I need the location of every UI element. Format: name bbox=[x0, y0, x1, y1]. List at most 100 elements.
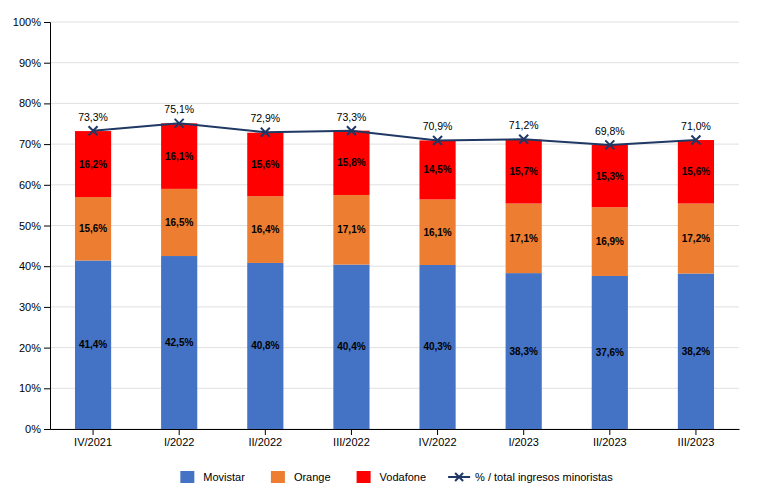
x-tick-mark bbox=[351, 429, 352, 435]
bar-series bbox=[75, 123, 714, 207]
line-label: 71,0% bbox=[681, 120, 711, 132]
line-label: 72,9% bbox=[250, 112, 280, 124]
bar bbox=[419, 199, 455, 265]
bar-label: 15,3% bbox=[596, 171, 624, 182]
bar-label: 17,1% bbox=[337, 224, 365, 235]
x-tick: III/2022 bbox=[333, 429, 370, 448]
marker bbox=[261, 128, 270, 137]
bar-label: 16,1% bbox=[423, 227, 451, 238]
line-label: 75,1% bbox=[164, 103, 194, 115]
bar bbox=[592, 276, 628, 429]
bar-label: 16,2% bbox=[79, 159, 107, 170]
y-tick: 50% bbox=[19, 220, 50, 232]
marker bbox=[347, 126, 356, 135]
legend-marker bbox=[455, 473, 463, 481]
legend-swatch bbox=[357, 471, 371, 483]
y-tick-label: 30% bbox=[19, 301, 41, 313]
grid-line bbox=[50, 62, 739, 63]
x-tick-label: III/2022 bbox=[333, 436, 370, 448]
bar-label: 16,5% bbox=[165, 217, 193, 228]
marker bbox=[519, 135, 528, 144]
bar-label: 15,6% bbox=[682, 166, 710, 177]
y-tick-mark bbox=[44, 22, 50, 23]
y-tick-label: 50% bbox=[19, 220, 41, 232]
y-tick: 80% bbox=[19, 97, 50, 109]
bar-label: 15,6% bbox=[251, 159, 279, 170]
bar bbox=[75, 197, 111, 260]
bar-label: 40,3% bbox=[423, 341, 451, 352]
legend-label: Orange bbox=[294, 471, 331, 483]
bar-label: 14,5% bbox=[423, 164, 451, 175]
data-labels: 41,4%42,5%40,8%40,4%40,3%38,3%37,6%38,2%… bbox=[78, 103, 711, 358]
y-tick: 0% bbox=[25, 423, 50, 435]
y-tick-mark bbox=[44, 144, 50, 145]
marks bbox=[75, 119, 714, 429]
bar-label: 37,6% bbox=[596, 347, 624, 358]
bar bbox=[419, 140, 455, 199]
x-tick-label: I/2023 bbox=[508, 436, 539, 448]
x-tick-mark bbox=[695, 429, 696, 435]
chart-container: 41,4%42,5%40,8%40,4%40,3%38,3%37,6%38,2%… bbox=[0, 0, 759, 501]
bar-label: 17,2% bbox=[682, 233, 710, 244]
bar-label: 41,4% bbox=[79, 339, 107, 350]
x-axis: IV/2021I/2022II/2022III/2022IV/2022I/202… bbox=[51, 429, 740, 448]
chart-svg: 41,4%42,5%40,8%40,4%40,3%38,3%37,6%38,2%… bbox=[0, 0, 759, 501]
y-tick-label: 70% bbox=[19, 138, 41, 150]
bar bbox=[247, 133, 283, 196]
marker bbox=[89, 126, 98, 135]
bar bbox=[678, 204, 714, 274]
line-label: 73,3% bbox=[78, 111, 108, 123]
marker bbox=[175, 119, 184, 128]
grid-line bbox=[50, 22, 739, 23]
bar bbox=[161, 189, 197, 256]
marker bbox=[433, 136, 442, 145]
y-tick: 40% bbox=[19, 260, 50, 272]
x-axis-line bbox=[51, 429, 740, 430]
x-tick-mark bbox=[179, 429, 180, 435]
x-tick-label: II/2022 bbox=[248, 436, 282, 448]
x-tick-label: IV/2022 bbox=[419, 436, 457, 448]
bar-label: 38,2% bbox=[682, 346, 710, 357]
y-tick-label: 40% bbox=[19, 260, 41, 272]
legend-item: Orange bbox=[271, 471, 331, 483]
grid-line bbox=[50, 184, 739, 185]
bar-label: 16,4% bbox=[251, 224, 279, 235]
line-label: 69,8% bbox=[595, 125, 625, 137]
y-tick-mark bbox=[44, 266, 50, 267]
grid-line bbox=[50, 103, 739, 104]
y-tick-mark bbox=[44, 63, 50, 64]
legend-label: Vodafone bbox=[380, 471, 427, 483]
y-tick: 30% bbox=[19, 301, 50, 313]
y-tick-label: 10% bbox=[19, 382, 41, 394]
y-tick: 60% bbox=[19, 179, 50, 191]
bar bbox=[506, 140, 542, 204]
y-tick-mark bbox=[44, 226, 50, 227]
x-tick: I/2023 bbox=[508, 429, 539, 448]
grid bbox=[50, 22, 739, 429]
y-tick-label: 60% bbox=[19, 179, 41, 191]
y-tick-label: 80% bbox=[19, 97, 41, 109]
x-tick: I/2022 bbox=[164, 429, 195, 448]
line-label: 71,2% bbox=[509, 119, 539, 131]
x-tick: III/2023 bbox=[678, 429, 715, 448]
bar bbox=[506, 204, 542, 274]
x-tick-mark bbox=[609, 429, 610, 435]
x-tick-mark bbox=[265, 429, 266, 435]
bar-label: 16,9% bbox=[596, 236, 624, 247]
bar bbox=[592, 207, 628, 276]
line-label: 70,9% bbox=[423, 120, 453, 132]
bar bbox=[247, 196, 283, 263]
bar-label: 42,5% bbox=[165, 337, 193, 348]
y-tick-mark bbox=[44, 388, 50, 389]
y-tick: 100% bbox=[13, 16, 50, 28]
bar-label: 15,7% bbox=[510, 166, 538, 177]
x-tick-label: I/2022 bbox=[164, 436, 195, 448]
legend: MovistarOrangeVodafone% / total ingresos… bbox=[180, 471, 613, 483]
marker bbox=[691, 136, 700, 145]
bar bbox=[333, 131, 369, 195]
bar bbox=[506, 273, 542, 429]
legend-swatch bbox=[180, 471, 194, 483]
bar-label: 38,3% bbox=[510, 346, 538, 357]
y-tick-mark bbox=[44, 429, 50, 430]
x-tick-label: II/2023 bbox=[593, 436, 627, 448]
